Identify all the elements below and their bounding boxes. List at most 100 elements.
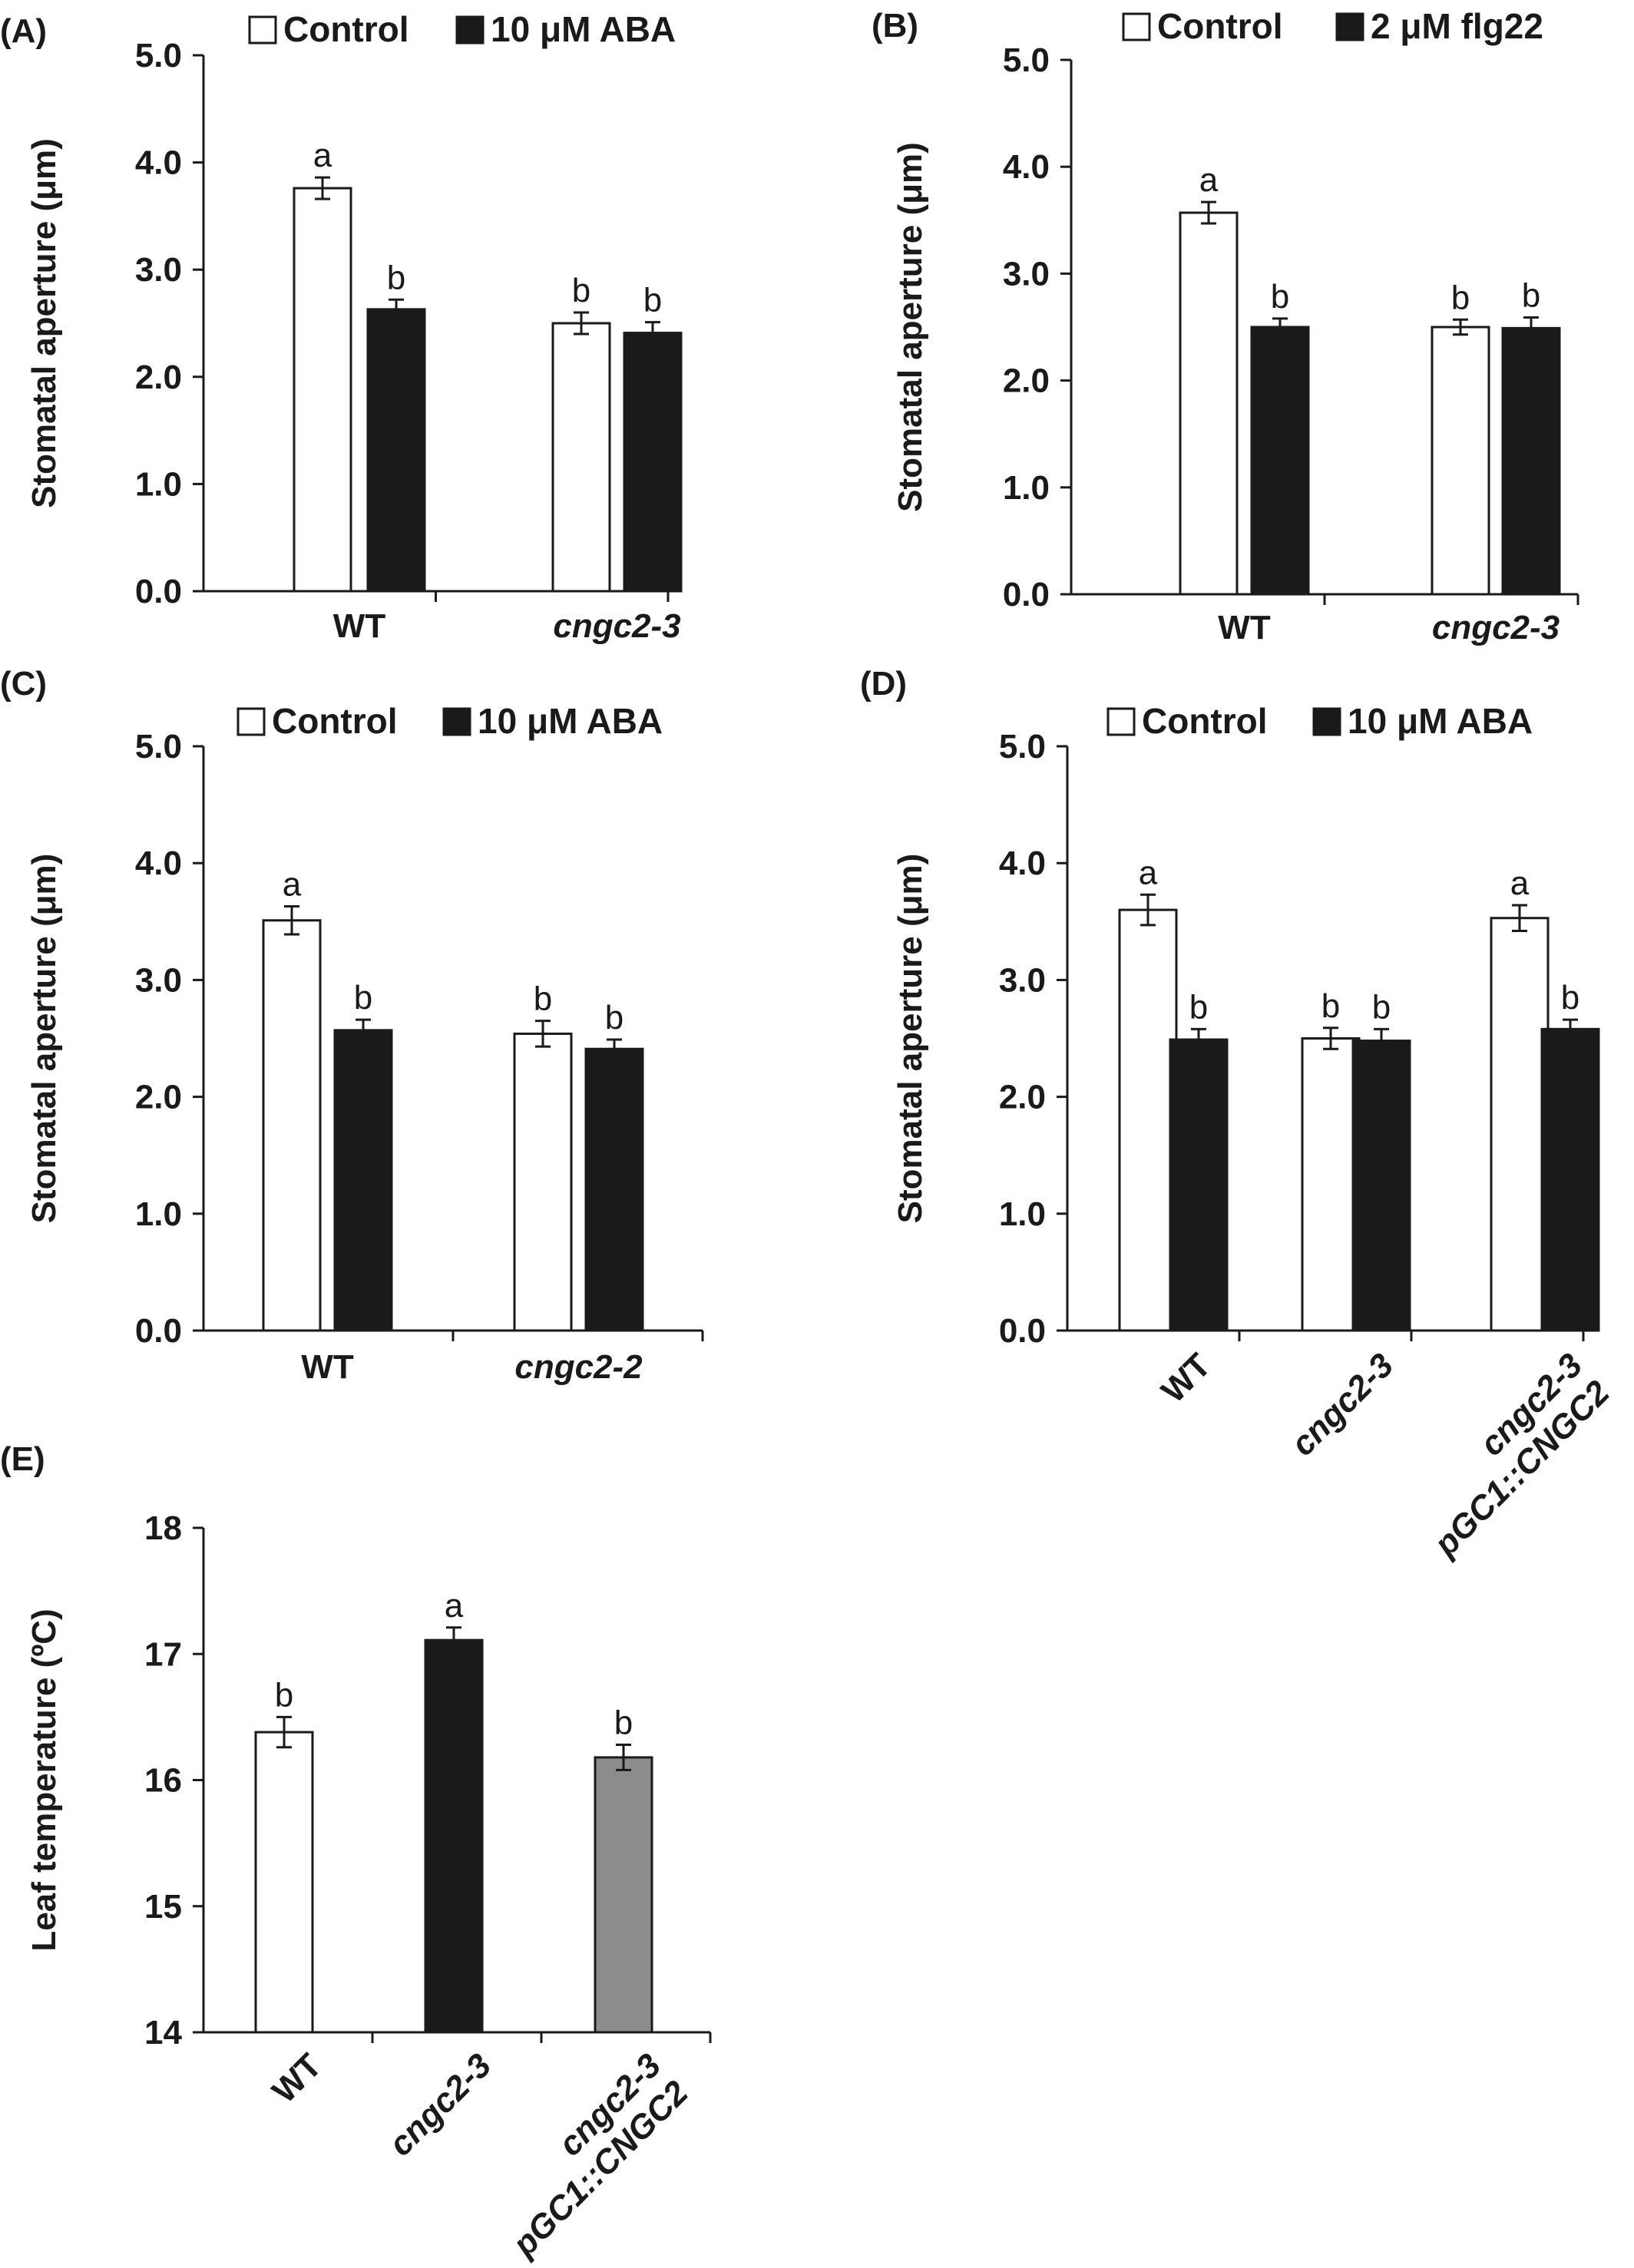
y-tick-label: 4.0 [1003,148,1050,186]
panel-b: (B) Stomatal aperture (μm) 0.0 1.0 2.0 3.0 4.0… [872,6,1579,646]
x-category-label: WT [265,2047,329,2111]
significance-letter: b [614,1704,633,1742]
y-tick-label: 14 [144,2014,182,2051]
y-tick-label: 5.0 [1003,41,1050,79]
x-category-label-line: cngc2-3 [382,2047,498,2164]
x-category-label: WT [1218,609,1271,646]
legend-label: 10 μM ABA [1348,701,1533,741]
bar [594,1756,653,2034]
y-tick-label: 5.0 [135,728,182,765]
legend-swatch [1312,707,1341,736]
significance-letter: b [1372,988,1391,1026]
x-category-label: cngc2-3pGC1::CNGC2 [1399,1346,1617,1564]
bar [1540,1027,1600,1332]
y-tick-label: 0.0 [135,573,182,610]
y-tick-label: 3.0 [135,251,182,289]
bar [254,1731,314,2034]
legend-label: 2 μM flg22 [1371,6,1543,46]
significance-letter: b [1561,979,1579,1017]
y-axis-title: Stomatal aperture (μm) [891,854,929,1224]
y-tick-label: 3.0 [1003,255,1050,293]
panel-label: (B) [872,7,918,45]
legend-swatch [1106,707,1136,736]
bar [584,1047,644,1332]
legend-swatch [455,15,485,45]
significance-letter: b [572,272,590,309]
y-tick-label: 3.0 [135,961,182,999]
y-tick-label: 1.0 [135,465,182,503]
y-tick-label: 16 [144,1762,182,1800]
panel-c: (C) Stomatal aperture (μm) 0.0 1.0 2.0 3.0 4.0… [0,665,704,1386]
significance-letter: a [1199,161,1219,199]
bar [1250,326,1310,596]
significance-letter: b [1451,279,1470,316]
legend-swatch [1335,12,1364,41]
y-tick-label: 2.0 [1003,362,1050,400]
x-category-label: cngc2-3 [382,2047,498,2164]
significance-letter: b [354,979,372,1017]
significance-letter: b [1522,276,1540,314]
legend-label: 10 μM ABA [478,701,663,741]
legend-swatch [237,707,266,736]
legend-label: Control [283,9,409,49]
significance-letter: b [605,999,624,1036]
legend-label: 10 μM ABA [491,9,676,49]
y-tick-label: 4.0 [135,144,182,182]
bar [333,1029,393,1332]
significance-letter: b [387,259,405,296]
bar [1431,326,1490,596]
significance-letter: b [534,980,552,1018]
panel-e: (E) Leaf temperature (ºC) 14 15 16 17 18 b a b WT c… [0,1440,712,2264]
y-tick-label: 18 [144,1509,182,1547]
significance-letter: b [1189,988,1208,1026]
legend-label: Control [272,701,398,741]
x-category-label: WT [301,1348,354,1386]
significance-letter: a [283,866,302,904]
y-tick-label: 17 [144,1635,182,1673]
bar [366,308,426,593]
legend-swatch [442,707,471,736]
significance-letter: b [643,282,662,319]
x-category-label-line: cngc2-3 [1284,1347,1401,1463]
y-tick-label: 0.0 [999,1312,1046,1350]
y-tick-label: 2.0 [135,1079,182,1116]
y-axis-title: Stomatal aperture (μm) [25,138,63,508]
x-category-label: cngc2-2 [514,1348,643,1386]
bar [1169,1038,1229,1332]
panel-label: (D) [860,665,907,703]
y-axis-title: Stomatal aperture (μm) [891,142,929,512]
y-tick-label: 5.0 [999,728,1046,765]
y-axis-title: Leaf temperature (ºC) [25,1608,63,1951]
significance-letter: b [1321,987,1340,1025]
panel-label: (A) [0,12,47,50]
x-category-label-line: WT [1154,1347,1218,1410]
bar [293,187,352,593]
bar [262,919,322,1332]
x-category-label-line: WT [265,2047,329,2111]
significance-letter: b [275,1676,293,1714]
y-tick-label: 0.0 [135,1312,182,1350]
significance-letter: a [1139,854,1158,891]
x-category-label: cngc2-3 [553,607,680,645]
y-tick-label: 4.0 [135,845,182,882]
legend-swatch [248,15,277,45]
bar [1118,908,1178,1332]
x-category-label: WT [333,607,386,645]
significance-letter: a [445,1587,464,1625]
y-tick-label: 4.0 [999,845,1046,882]
bar [1501,326,1561,596]
bar [1301,1037,1361,1332]
legend-label: Control [1142,701,1268,741]
y-tick-label: 5.0 [135,37,182,74]
significance-letter: a [1510,865,1530,902]
x-category-label: cngc2-3pGC1::CNGC2 [478,2046,696,2264]
legend-swatch [1122,12,1151,41]
x-category-label: cngc2-3 [1284,1347,1401,1463]
significance-letter: a [313,137,332,174]
bar [623,332,683,593]
bar [1179,211,1239,596]
y-tick-label: 1.0 [999,1195,1046,1233]
bar [513,1032,573,1332]
y-tick-label: 0.0 [1003,576,1050,613]
